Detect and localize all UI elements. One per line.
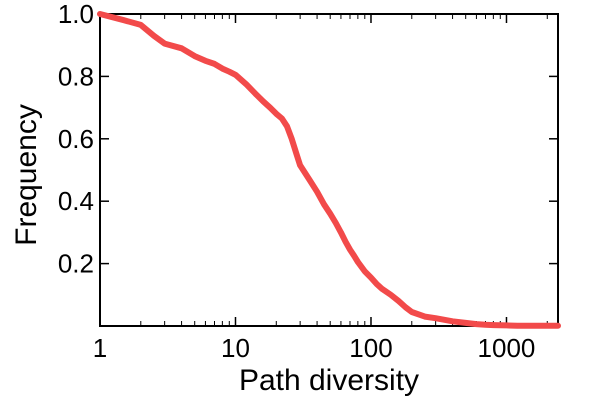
x-tick-label: 1 — [93, 333, 107, 363]
y-tick-label: 0.6 — [58, 124, 94, 154]
plot-border — [99, 13, 559, 327]
y-axis-label: Frequency — [10, 104, 43, 246]
x-tick-label: 1000 — [478, 333, 536, 363]
x-tick-label: 100 — [349, 333, 392, 363]
y-tick-label: 1.0 — [58, 0, 94, 29]
y-tick-label: 0.8 — [58, 61, 94, 91]
axis-ticks — [99, 13, 558, 326]
x-tick-label: 10 — [221, 333, 250, 363]
series-line — [97, 11, 561, 329]
y-tick-label: 0.2 — [58, 249, 94, 279]
plot-frame — [99, 13, 559, 327]
x-axis-label: Path diversity — [239, 364, 419, 397]
y-tick-label: 0.4 — [58, 186, 94, 216]
axis-tick-labels: 1 10 100 1000 0.2 0.4 0.6 0.8 1.0 — [58, 0, 536, 363]
series-layer — [97, 11, 561, 329]
